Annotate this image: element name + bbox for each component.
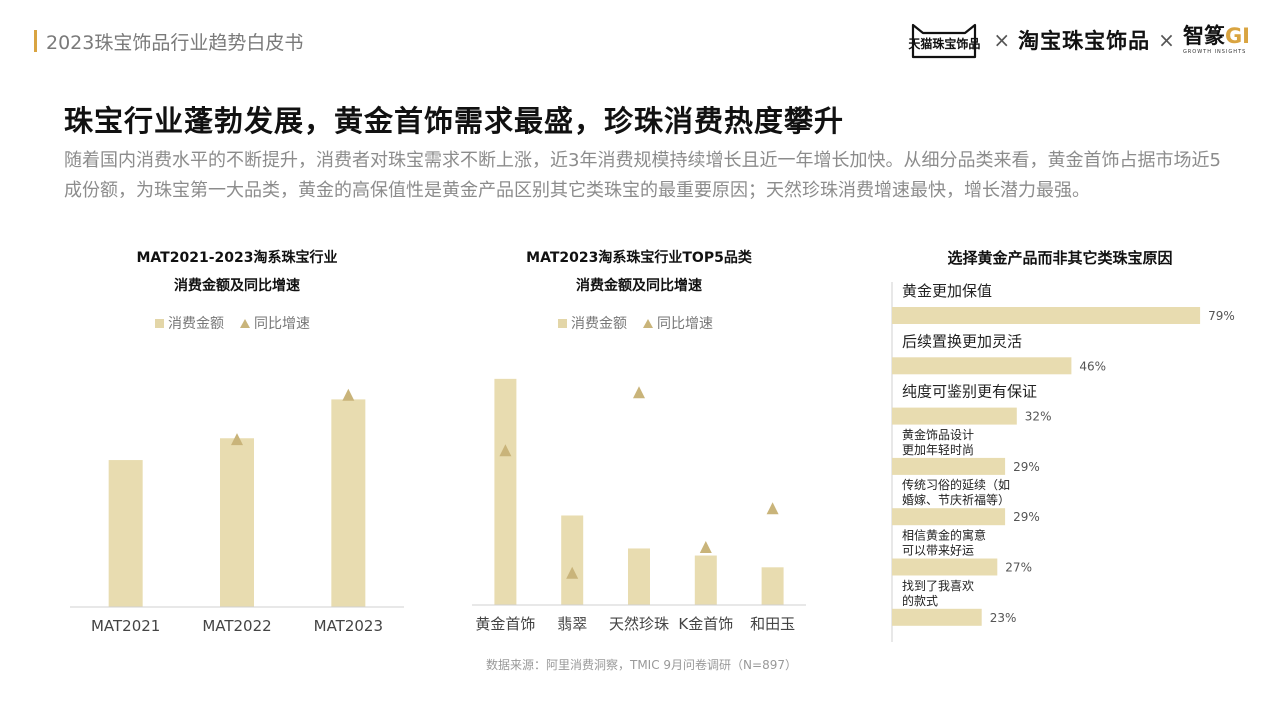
growth-marker	[566, 566, 579, 579]
tmall-cat-head-icon	[912, 23, 977, 59]
growth-insights-text: GROWTH INSIGHTS	[1182, 49, 1247, 55]
growth-marker	[633, 386, 645, 399]
chart2-title-line1: MAT2023淘系珠宝行业TOP5品类	[526, 250, 752, 266]
data-source-note: 数据来源：阿里消费洞察，TMIC 9月问卷调研（N=897）	[486, 658, 797, 672]
chart2-legend: 消费金额 同比增速	[558, 313, 713, 333]
bar	[494, 378, 517, 605]
headline: 珠宝行业蓬勃发展，黄金首饰需求最盛，珍珠消费热度攀升	[64, 104, 845, 138]
zhichuan-gi-logo: 智篆GI GROWTH INSIGHTS	[1183, 25, 1250, 55]
growth-marker	[499, 444, 512, 457]
report-title: 2023珠宝饰品行业趋势白皮书	[46, 32, 304, 54]
chart1-legend-growth: 同比增速	[240, 313, 310, 333]
x-tick-label: MAT2021	[91, 617, 160, 635]
x-tick-label: MAT2023	[314, 617, 383, 635]
x-tick-label: 天然珍珠	[609, 615, 669, 633]
bar	[892, 357, 1072, 375]
category-label: 找到了我喜欢	[902, 578, 974, 593]
bar	[892, 307, 1201, 324]
chart1-title-line1: MAT2021-2023淘系珠宝行业	[136, 250, 338, 266]
bar	[892, 558, 998, 576]
bar	[220, 438, 254, 607]
triangle-marker-icon	[643, 318, 653, 328]
chart1-legend: 消费金额 同比增速	[155, 313, 310, 333]
category-label: 相信黄金的寓意	[902, 528, 986, 543]
taobao-jewelry-logo: 淘宝珠宝饰品	[1018, 29, 1151, 53]
category-label: 黄金更加保值	[902, 282, 992, 300]
tmall-jewelry-logo: 天猫珠宝饰品	[903, 17, 985, 63]
value-label: 27%	[1005, 561, 1032, 575]
bar	[108, 460, 143, 607]
value-label: 46%	[1079, 359, 1106, 373]
value-label: 79%	[1208, 309, 1235, 323]
x-tick-label: 翡翠	[557, 615, 587, 633]
zhichuan-text: 智篆	[1182, 24, 1225, 48]
bar	[628, 548, 650, 605]
triangle-marker-icon	[240, 318, 250, 328]
times-sign: ×	[1158, 28, 1175, 52]
value-label: 29%	[1013, 510, 1040, 524]
value-label: 23%	[990, 611, 1017, 625]
category-label: 更加年轻时尚	[902, 443, 974, 457]
growth-marker	[766, 502, 779, 515]
header-accent-bar	[34, 30, 37, 52]
chart3-title: 选择黄金产品而非其它类珠宝原因	[947, 249, 1173, 267]
x-tick-label: MAT2022	[202, 617, 271, 635]
chart2-title-line2: 消费金额及同比增速	[576, 278, 702, 294]
category-label: 婚嫁、节庆祈福等）	[902, 492, 1010, 507]
gi-text: GI	[1224, 24, 1250, 48]
growth-marker	[342, 388, 355, 401]
bar	[761, 567, 784, 605]
chart2-title: MAT2023淘系珠宝行业TOP5品类 消费金额及同比增速	[470, 244, 808, 300]
value-label: 32%	[1025, 410, 1052, 424]
bar	[892, 508, 1006, 526]
bar	[892, 407, 1017, 425]
chart1-legend-amount: 消费金额	[155, 313, 224, 333]
bar	[561, 515, 584, 605]
bar-swatch-icon	[155, 318, 164, 328]
bar	[331, 399, 366, 607]
category-label: 的款式	[902, 593, 938, 608]
category-label: 纯度可鉴别更有保证	[902, 383, 1037, 401]
category-label: 黄金饰品设计	[902, 427, 974, 442]
x-tick-label: K金首饰	[678, 615, 733, 633]
growth-marker	[231, 433, 243, 446]
bar	[694, 555, 717, 605]
x-tick-label: 和田玉	[750, 615, 795, 633]
category-label: 可以带来好运	[902, 544, 974, 558]
growth-marker	[699, 540, 712, 553]
bar	[892, 457, 1006, 475]
times-sign: ×	[993, 28, 1011, 52]
chart2-legend-amount: 消费金额	[558, 313, 627, 333]
bar-swatch-icon	[558, 318, 567, 328]
bar	[892, 608, 982, 626]
chart1-title: MAT2021-2023淘系珠宝行业 消费金额及同比增速	[70, 244, 404, 300]
category-label: 传统习俗的延续（如	[902, 477, 1010, 492]
tmall-brand-text: 天猫珠宝饰品	[908, 37, 981, 51]
brand-logos: 天猫珠宝饰品 × 淘宝珠宝饰品 × 智篆GI GROWTH INSIGHTS	[903, 16, 1250, 64]
chart2-legend-growth: 同比增速	[643, 313, 713, 333]
summary-paragraph: 随着国内消费水平的不断提升，消费者对珠宝需求不断上涨，近3年消费规模持续增长且近…	[64, 150, 1221, 201]
value-label: 29%	[1013, 460, 1040, 474]
category-label: 后续置换更加灵活	[902, 332, 1022, 350]
x-tick-label: 黄金首饰	[475, 615, 535, 633]
chart1-title-line2: 消费金额及同比增速	[174, 278, 300, 294]
